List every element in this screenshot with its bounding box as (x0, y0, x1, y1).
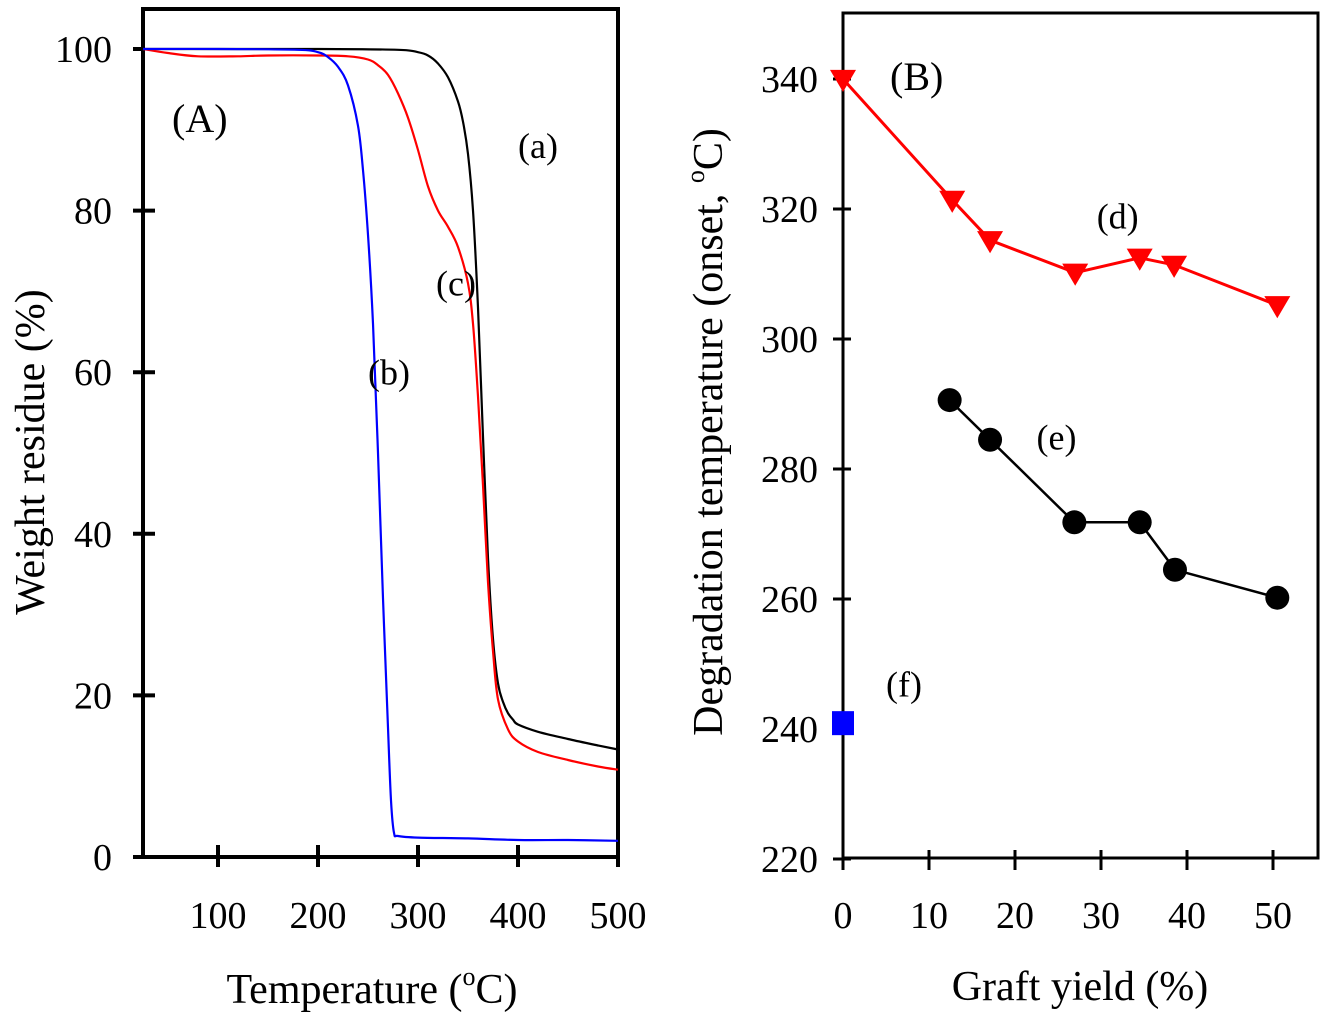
data-point-circle (937, 388, 962, 413)
y-tick-label: 280 (761, 449, 818, 491)
panel-b: 0 10 20 30 40 50 220 240 260 280 300 320 340 (B) (d)… (681, 11, 1320, 1010)
data-point-circle (1162, 557, 1187, 582)
panel-b-ticks: 0 10 20 30 40 50 220 240 260 280 300 320 340 (761, 59, 1292, 937)
x-tick-label: 300 (390, 895, 447, 937)
panel-b-y-axis-title: Degradation temperature (onset, oC) (681, 128, 732, 736)
series-label: (f) (886, 665, 922, 705)
x-tick-label: 400 (490, 895, 547, 937)
y-title-text: Degradation temperature (onset, (686, 183, 732, 736)
series-line (841, 77, 1278, 307)
curve-a (143, 47, 619, 751)
x-tick-label: 200 (290, 895, 347, 937)
data-point-triangle (1062, 263, 1089, 286)
x-title-text: Temperature ( (226, 967, 462, 1013)
panel-b-label: (B) (890, 54, 943, 99)
y-title-suffix: C) (686, 128, 732, 170)
y-tick-label: 220 (761, 839, 818, 881)
data-point-triangle (1126, 248, 1153, 271)
y-tick-label: 320 (761, 189, 818, 231)
series-f (832, 711, 854, 736)
curve-b (142, 47, 619, 842)
panel-a-ticks: 100 200 300 400 500 0 20 40 60 80 100 (55, 29, 647, 937)
data-point-square (832, 711, 854, 736)
x-title-suffix: C) (476, 967, 518, 1013)
x-tick-label: 50 (1254, 895, 1292, 937)
series-d (830, 69, 1291, 319)
data-point-circle (1127, 510, 1152, 535)
y-tick-label: 240 (761, 709, 818, 751)
series-label: (d) (1097, 197, 1139, 237)
panel-a-x-axis-title: Temperature (oC) (226, 962, 517, 1013)
panel-a-curves (142, 47, 619, 842)
x-tick-label: 10 (910, 895, 948, 937)
x-tick-label: 0 (834, 895, 853, 937)
series-label: (e) (1037, 418, 1077, 458)
panel-a-label: (A) (172, 96, 228, 141)
panel-b-x-axis-title: Graft yield (%) (952, 964, 1209, 1010)
y-tick-label: 40 (74, 514, 112, 556)
curve-label: (b) (368, 352, 410, 392)
data-point-triangle (939, 190, 966, 213)
degree-symbol: o (681, 170, 710, 183)
degree-symbol: o (463, 962, 476, 991)
y-tick-label: 0 (93, 837, 112, 879)
data-point-circle (1062, 510, 1087, 535)
x-tick-label: 500 (590, 895, 647, 937)
x-tick-label: 40 (1168, 895, 1206, 937)
y-tick-label: 60 (74, 352, 112, 394)
data-point-triangle (1161, 255, 1188, 278)
y-tick-label: 340 (761, 59, 818, 101)
curve-label: (a) (518, 126, 558, 166)
panel-b-series (830, 69, 1291, 736)
series-e (937, 388, 1290, 610)
y-tick-label: 20 (74, 675, 112, 717)
y-tick-label: 100 (55, 29, 112, 71)
y-tick-label: 80 (74, 191, 112, 233)
data-point-circle (1265, 585, 1290, 610)
panel-a: 100 200 300 400 500 0 20 40 60 80 100 (A) (a) (b) (c… (8, 7, 647, 1013)
panel-a-y-axis-title: Weight residue (%) (8, 289, 54, 615)
panel-a-annotations: (a) (b) (c) (368, 126, 558, 392)
series-line (948, 399, 1278, 599)
y-tick-label: 300 (761, 319, 818, 361)
curve-label: (c) (436, 263, 476, 303)
y-tick-label: 260 (761, 579, 818, 621)
data-point-triangle (1264, 296, 1291, 319)
x-tick-label: 30 (1082, 895, 1120, 937)
panel-b-annotations: (d) (e) (f) (886, 197, 1139, 705)
data-point-triangle (830, 69, 856, 92)
x-tick-label: 100 (190, 895, 247, 937)
panel-a-frame (141, 7, 620, 859)
data-point-circle (978, 427, 1003, 452)
curve-c (142, 47, 619, 771)
x-tick-label: 20 (996, 895, 1034, 937)
data-point-triangle (977, 231, 1004, 254)
panel-b-frame (841, 11, 1320, 860)
